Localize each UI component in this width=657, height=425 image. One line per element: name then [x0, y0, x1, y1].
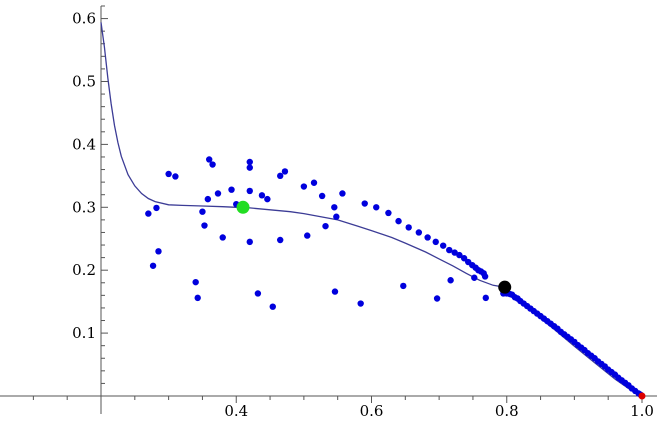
x-tick-label: 0.6 — [360, 402, 384, 420]
data-point — [471, 274, 478, 281]
data-point — [206, 156, 213, 163]
highlight-markers-layer — [236, 200, 646, 400]
data-point — [331, 204, 338, 211]
data-point — [219, 234, 226, 241]
data-point — [192, 278, 199, 286]
data-point — [481, 273, 489, 280]
data-point — [310, 179, 318, 186]
data-point — [246, 164, 253, 171]
data-point — [300, 183, 308, 190]
data-point — [165, 170, 172, 178]
data-point — [339, 190, 346, 197]
x-tick-label: 0.4 — [224, 402, 248, 420]
y-tick-label: 0.2 — [72, 261, 96, 279]
axes: 0.4 0.6 0.8 1.0 0.1 0.2 0.3 0.4 0.5 0.6 — [0, 5, 657, 420]
data-point — [194, 294, 201, 302]
data-point — [395, 217, 402, 225]
data-point — [269, 303, 276, 310]
data-point — [199, 208, 206, 215]
data-point — [415, 229, 423, 236]
data-point — [246, 187, 253, 195]
data-point — [153, 204, 160, 212]
data-point — [201, 222, 208, 229]
x-tick-label: 1.0 — [630, 402, 654, 420]
data-point — [432, 238, 439, 246]
y-tick-label: 0.5 — [72, 72, 96, 90]
y-tick-label: 0.1 — [72, 324, 96, 342]
data-point — [322, 222, 329, 230]
data-point — [451, 249, 458, 256]
data-point — [446, 246, 453, 254]
data-point — [373, 204, 380, 211]
data-point — [246, 158, 253, 166]
data-point — [385, 209, 392, 217]
data-point — [204, 195, 212, 203]
data-point — [277, 236, 284, 244]
data-point — [209, 161, 216, 168]
data-point — [155, 248, 162, 255]
data-point — [361, 200, 368, 207]
data-point — [254, 290, 262, 297]
data-point — [460, 255, 468, 262]
data-point — [439, 242, 447, 249]
data-point — [145, 210, 152, 217]
data-point — [318, 192, 326, 200]
data-point — [331, 288, 339, 295]
x-tick-label: 0.8 — [495, 402, 519, 420]
data-point — [172, 173, 179, 180]
data-point — [424, 234, 431, 241]
fitted-curve-layer — [100, 22, 643, 397]
data-point — [333, 213, 340, 220]
fitted-curve — [100, 22, 643, 397]
red-marker — [638, 392, 646, 400]
data-point — [405, 224, 412, 231]
y-tick-label: 0.6 — [72, 10, 96, 28]
data-points-layer — [145, 156, 644, 398]
data-point — [277, 172, 284, 180]
data-point — [482, 294, 489, 302]
y-tick-label: 0.4 — [72, 135, 96, 153]
data-point — [433, 295, 441, 302]
data-point — [258, 192, 266, 199]
data-point — [357, 300, 364, 307]
data-point — [304, 232, 311, 239]
black-marker — [498, 280, 512, 294]
data-point — [400, 282, 407, 290]
green-marker — [236, 200, 250, 214]
data-point — [228, 186, 235, 193]
data-point — [149, 262, 157, 269]
data-point — [246, 238, 253, 246]
data-point — [456, 251, 463, 259]
data-point — [447, 277, 454, 284]
data-point — [264, 195, 271, 203]
data-point — [214, 190, 222, 197]
data-point — [281, 168, 289, 175]
y-tick-label: 0.3 — [72, 198, 96, 216]
